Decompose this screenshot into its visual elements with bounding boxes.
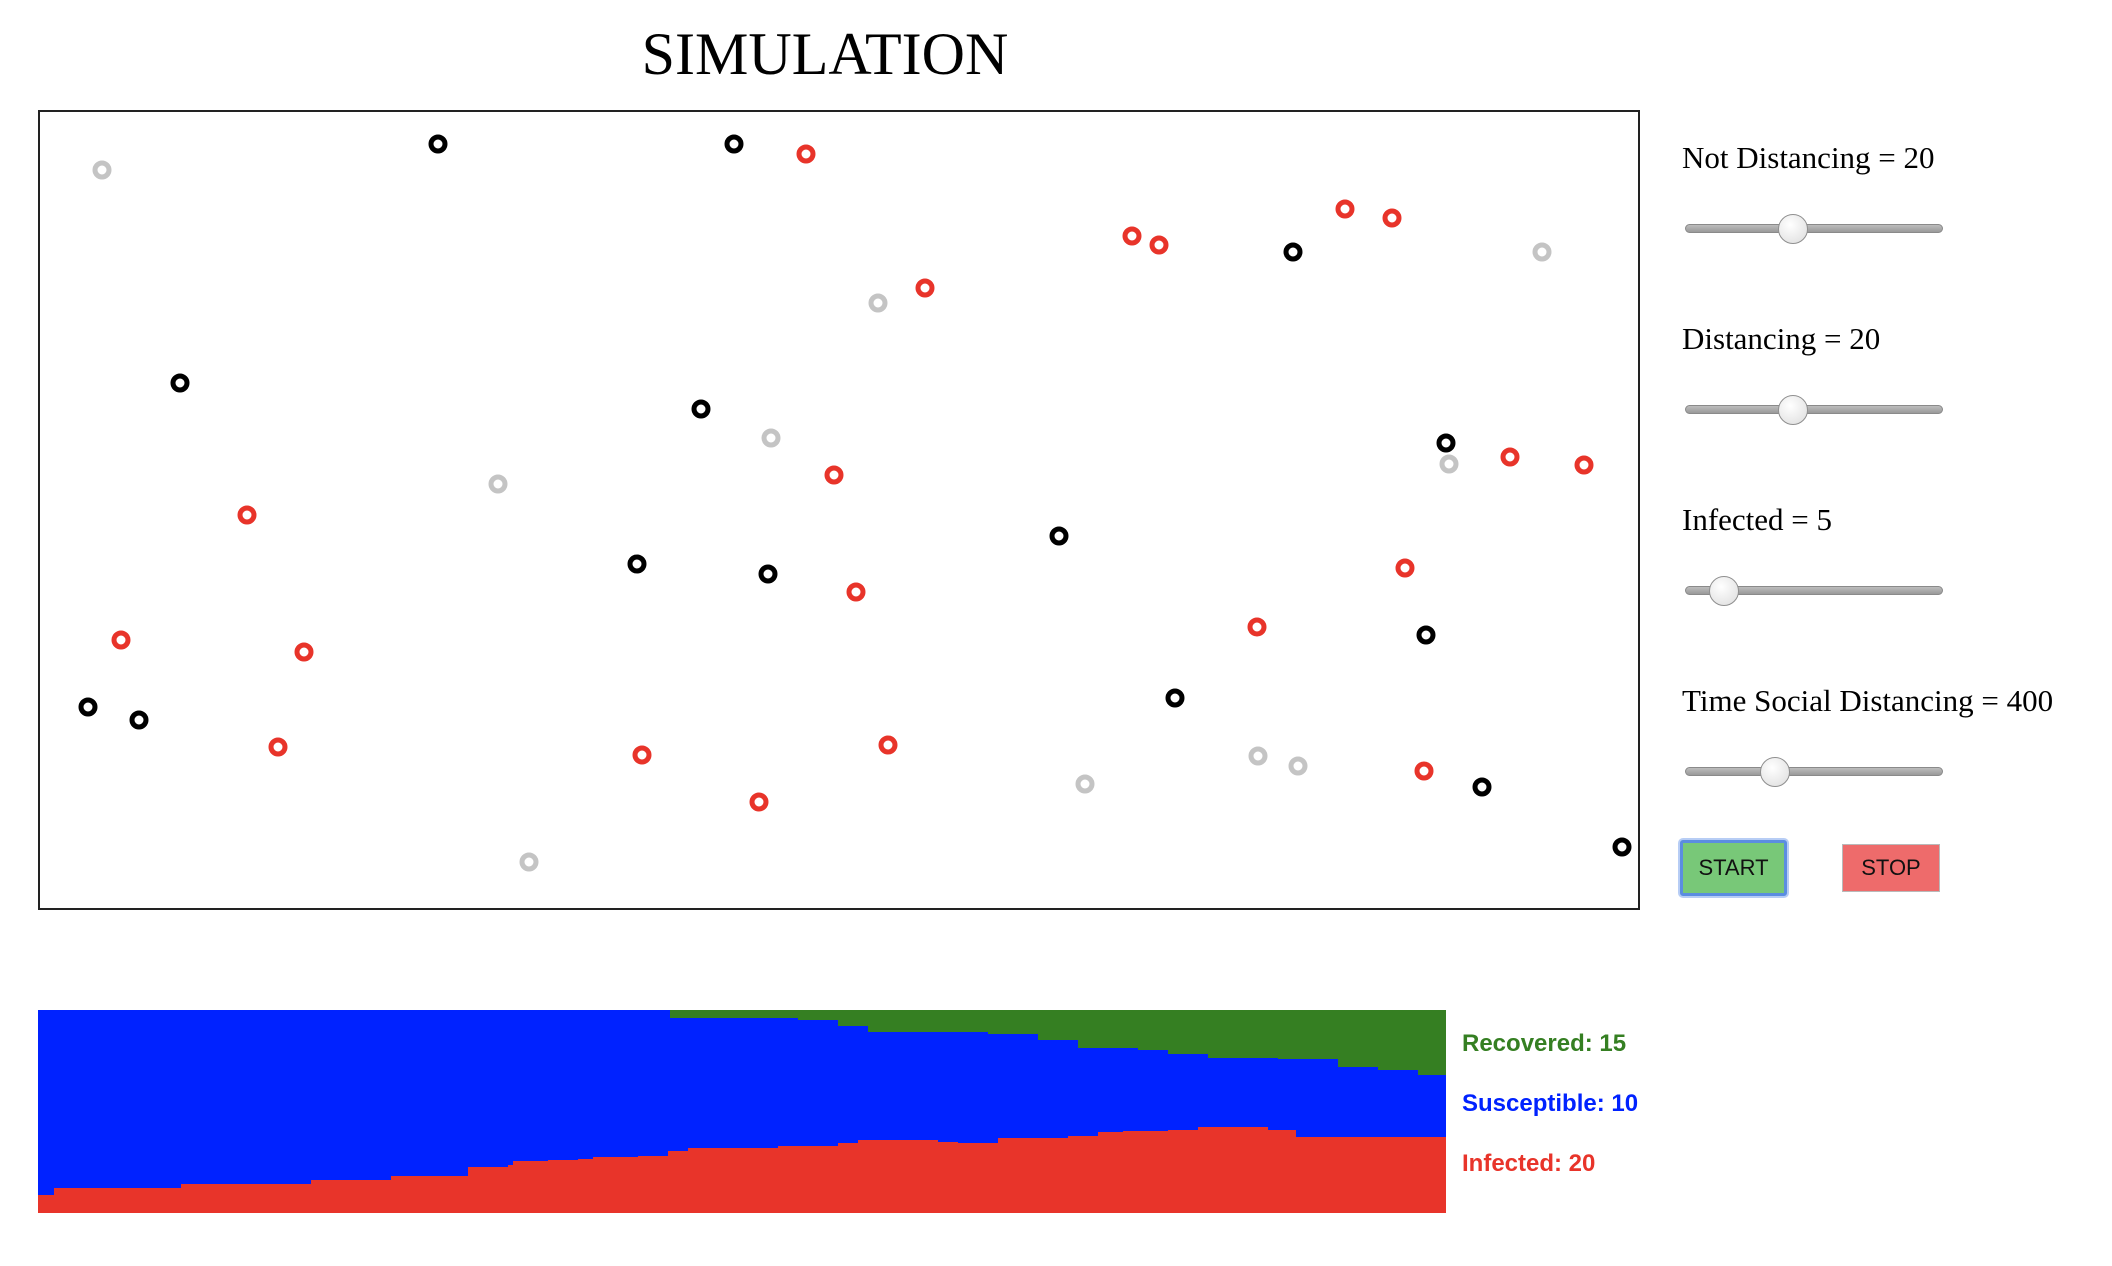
slider-track xyxy=(1685,586,1943,595)
slider-track xyxy=(1685,224,1943,233)
infected-particle xyxy=(846,582,866,602)
infected-particle xyxy=(1414,761,1434,781)
infected-particle xyxy=(1574,455,1594,475)
infected-particle xyxy=(1500,447,1520,467)
infected-particle xyxy=(632,745,652,765)
recovered-particle xyxy=(868,293,888,313)
infected-particle xyxy=(915,278,935,298)
recovered-particle xyxy=(1248,746,1268,766)
infected-particle xyxy=(294,642,314,662)
recovered-particle xyxy=(761,428,781,448)
healthy-particle xyxy=(1612,837,1632,857)
healthy-particle xyxy=(428,134,448,154)
slider-track xyxy=(1685,405,1943,414)
distancing-slider[interactable] xyxy=(1685,395,1943,425)
slider-thumb[interactable] xyxy=(1760,757,1791,787)
particle-field xyxy=(78,134,1632,872)
infected-particle xyxy=(237,505,257,525)
legend-susceptible: Susceptible: 10 xyxy=(1462,1090,1639,1117)
not-distancing-slider[interactable] xyxy=(1685,214,1943,244)
recovered-particle xyxy=(1075,774,1095,794)
infected-particle xyxy=(1382,208,1402,228)
infected-particle xyxy=(878,735,898,755)
healthy-particle xyxy=(724,134,744,154)
start-button[interactable]: START xyxy=(1680,840,1787,896)
slider-thumb[interactable] xyxy=(1708,576,1739,606)
slider-thumb[interactable] xyxy=(1778,214,1809,244)
infected-label: Infected = 5 xyxy=(1682,502,1833,537)
recovered-particle xyxy=(1439,454,1459,474)
healthy-particle xyxy=(691,399,711,419)
distancing-label: Distancing = 20 xyxy=(1682,321,1881,356)
recovered-particle xyxy=(488,474,508,494)
healthy-particle xyxy=(1165,688,1185,708)
stop-button[interactable]: STOP xyxy=(1842,844,1940,892)
recovered-particle xyxy=(1532,242,1552,262)
infected-particle xyxy=(1247,617,1267,637)
recovered-area xyxy=(38,1010,1446,1078)
healthy-particle xyxy=(758,564,778,584)
recovered-particle xyxy=(519,852,539,872)
infected-area xyxy=(38,1127,1446,1213)
infected-particle xyxy=(111,630,131,650)
healthy-particle xyxy=(1416,625,1436,645)
page-title: SIMULATION xyxy=(641,21,1009,87)
time-social-distancing-slider[interactable] xyxy=(1685,757,1943,787)
healthy-particle xyxy=(1472,777,1492,797)
population-area-chart xyxy=(38,1010,1446,1213)
infected-particle xyxy=(1395,558,1415,578)
infected-particle xyxy=(796,144,816,164)
infected-slider[interactable] xyxy=(1685,576,1943,606)
infected-particle xyxy=(1149,235,1169,255)
slider-thumb[interactable] xyxy=(1778,395,1809,425)
infected-particle xyxy=(749,792,769,812)
infected-particle xyxy=(824,465,844,485)
recovered-particle xyxy=(1288,756,1308,776)
healthy-particle xyxy=(1436,433,1456,453)
healthy-particle xyxy=(627,554,647,574)
legend-infected: Infected: 20 xyxy=(1462,1150,1596,1177)
simulation-canvas xyxy=(38,110,1640,910)
time-social-distancing-label: Time Social Distancing = 400 xyxy=(1682,683,2054,718)
healthy-particle xyxy=(170,373,190,393)
infected-particle xyxy=(268,737,288,757)
infected-particle xyxy=(1122,226,1142,246)
healthy-particle xyxy=(1049,526,1069,546)
healthy-particle xyxy=(78,697,98,717)
infected-particle xyxy=(1335,199,1355,219)
legend-recovered: Recovered: 15 xyxy=(1462,1030,1627,1057)
healthy-particle xyxy=(1283,242,1303,262)
recovered-particle xyxy=(92,160,112,180)
not-distancing-label: Not Distancing = 20 xyxy=(1682,140,1935,175)
slider-track xyxy=(1685,767,1943,776)
healthy-particle xyxy=(129,710,149,730)
